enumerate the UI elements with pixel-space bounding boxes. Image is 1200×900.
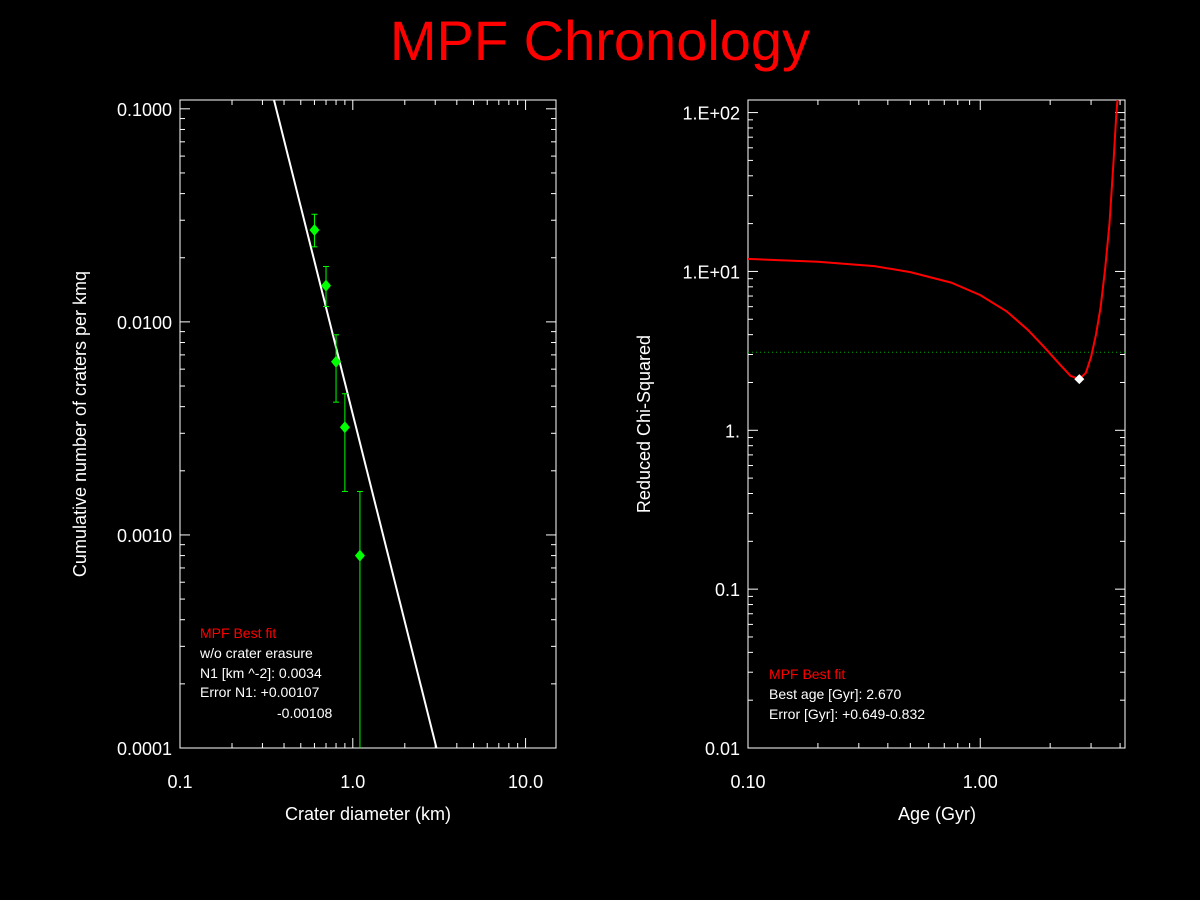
data-layer	[747, 99, 1125, 385]
legend-heading: MPF Best fit	[769, 666, 845, 682]
x-tick-label: 0.10	[730, 772, 765, 792]
y-tick-label: 0.01	[705, 739, 740, 759]
y-tick-label: 0.0001	[117, 739, 172, 759]
y-tick-label: 1.E+02	[682, 104, 740, 124]
x-tick-label: 1.00	[963, 772, 998, 792]
y-tick-label: 0.1	[715, 580, 740, 600]
y-tick-label: 0.0100	[117, 313, 172, 333]
y-axis-label: Cumulative number of craters per kmq	[70, 271, 90, 577]
x-axis-label: Crater diameter (km)	[285, 804, 451, 824]
data-point	[339, 421, 350, 434]
chi-squared-plot: 0.10 1.000.010.11.1.E+011.E+02 Age (Gyr) …	[634, 99, 1126, 824]
data-point	[321, 279, 332, 292]
x-tick-label: 1.0	[340, 772, 365, 792]
y-tick-label: 0.1000	[117, 100, 172, 120]
data-point	[354, 549, 365, 562]
data-point	[309, 223, 320, 236]
legend-line: -0.00108	[277, 705, 332, 721]
legend-line: N1 [km ^-2]: 0.0034	[200, 665, 322, 681]
data-point	[331, 355, 342, 368]
data-layer	[273, 99, 438, 749]
axis-ticks	[747, 100, 1125, 749]
y-axis-label: Reduced Chi-Squared	[634, 335, 654, 513]
crater-size-frequency-plot: 0.1 1.0 10.0 0.0001 0.0010 0.0100 0.1000 Crate…	[70, 99, 557, 824]
legend-line: Best age [Gyr]: 2.670	[769, 686, 902, 702]
y-tick-label: 1.	[725, 421, 740, 441]
legend-heading: MPF Best fit	[200, 625, 276, 641]
fit-line	[273, 99, 438, 749]
axis-ticks	[179, 100, 556, 749]
tick-labels: 0.10 1.00 0.01 0.1 1. 1.E+01 1.E+02	[682, 104, 997, 792]
chi-squared-curve	[747, 99, 1119, 381]
legend-line: w/o crater erasure	[199, 645, 313, 661]
plot-frame	[747, 99, 1126, 749]
plot-frame	[179, 99, 557, 749]
legend-line: Error N1: +0.00107	[200, 684, 320, 700]
legend-line: Error [Gyr]: +0.649-0.832	[769, 706, 925, 722]
x-axis-label: Age (Gyr)	[898, 804, 976, 824]
fit-legend: MPF Best fit Best age [Gyr]: 2.670 Error…	[769, 666, 925, 722]
tick-labels: 0.1 1.0 10.0 0.0001 0.0010 0.0100 0.1000	[117, 100, 543, 792]
y-tick-label: 0.0010	[117, 526, 172, 546]
fit-legend: MPF Best fit w/o crater erasure N1 [km ^…	[199, 625, 332, 721]
best-fit-marker	[1074, 374, 1085, 385]
x-tick-label: 10.0	[508, 772, 543, 792]
y-tick-label: 1.E+01	[682, 262, 740, 282]
x-tick-label: 0.1	[167, 772, 192, 792]
page-title: MPF Chronology	[389, 9, 811, 72]
